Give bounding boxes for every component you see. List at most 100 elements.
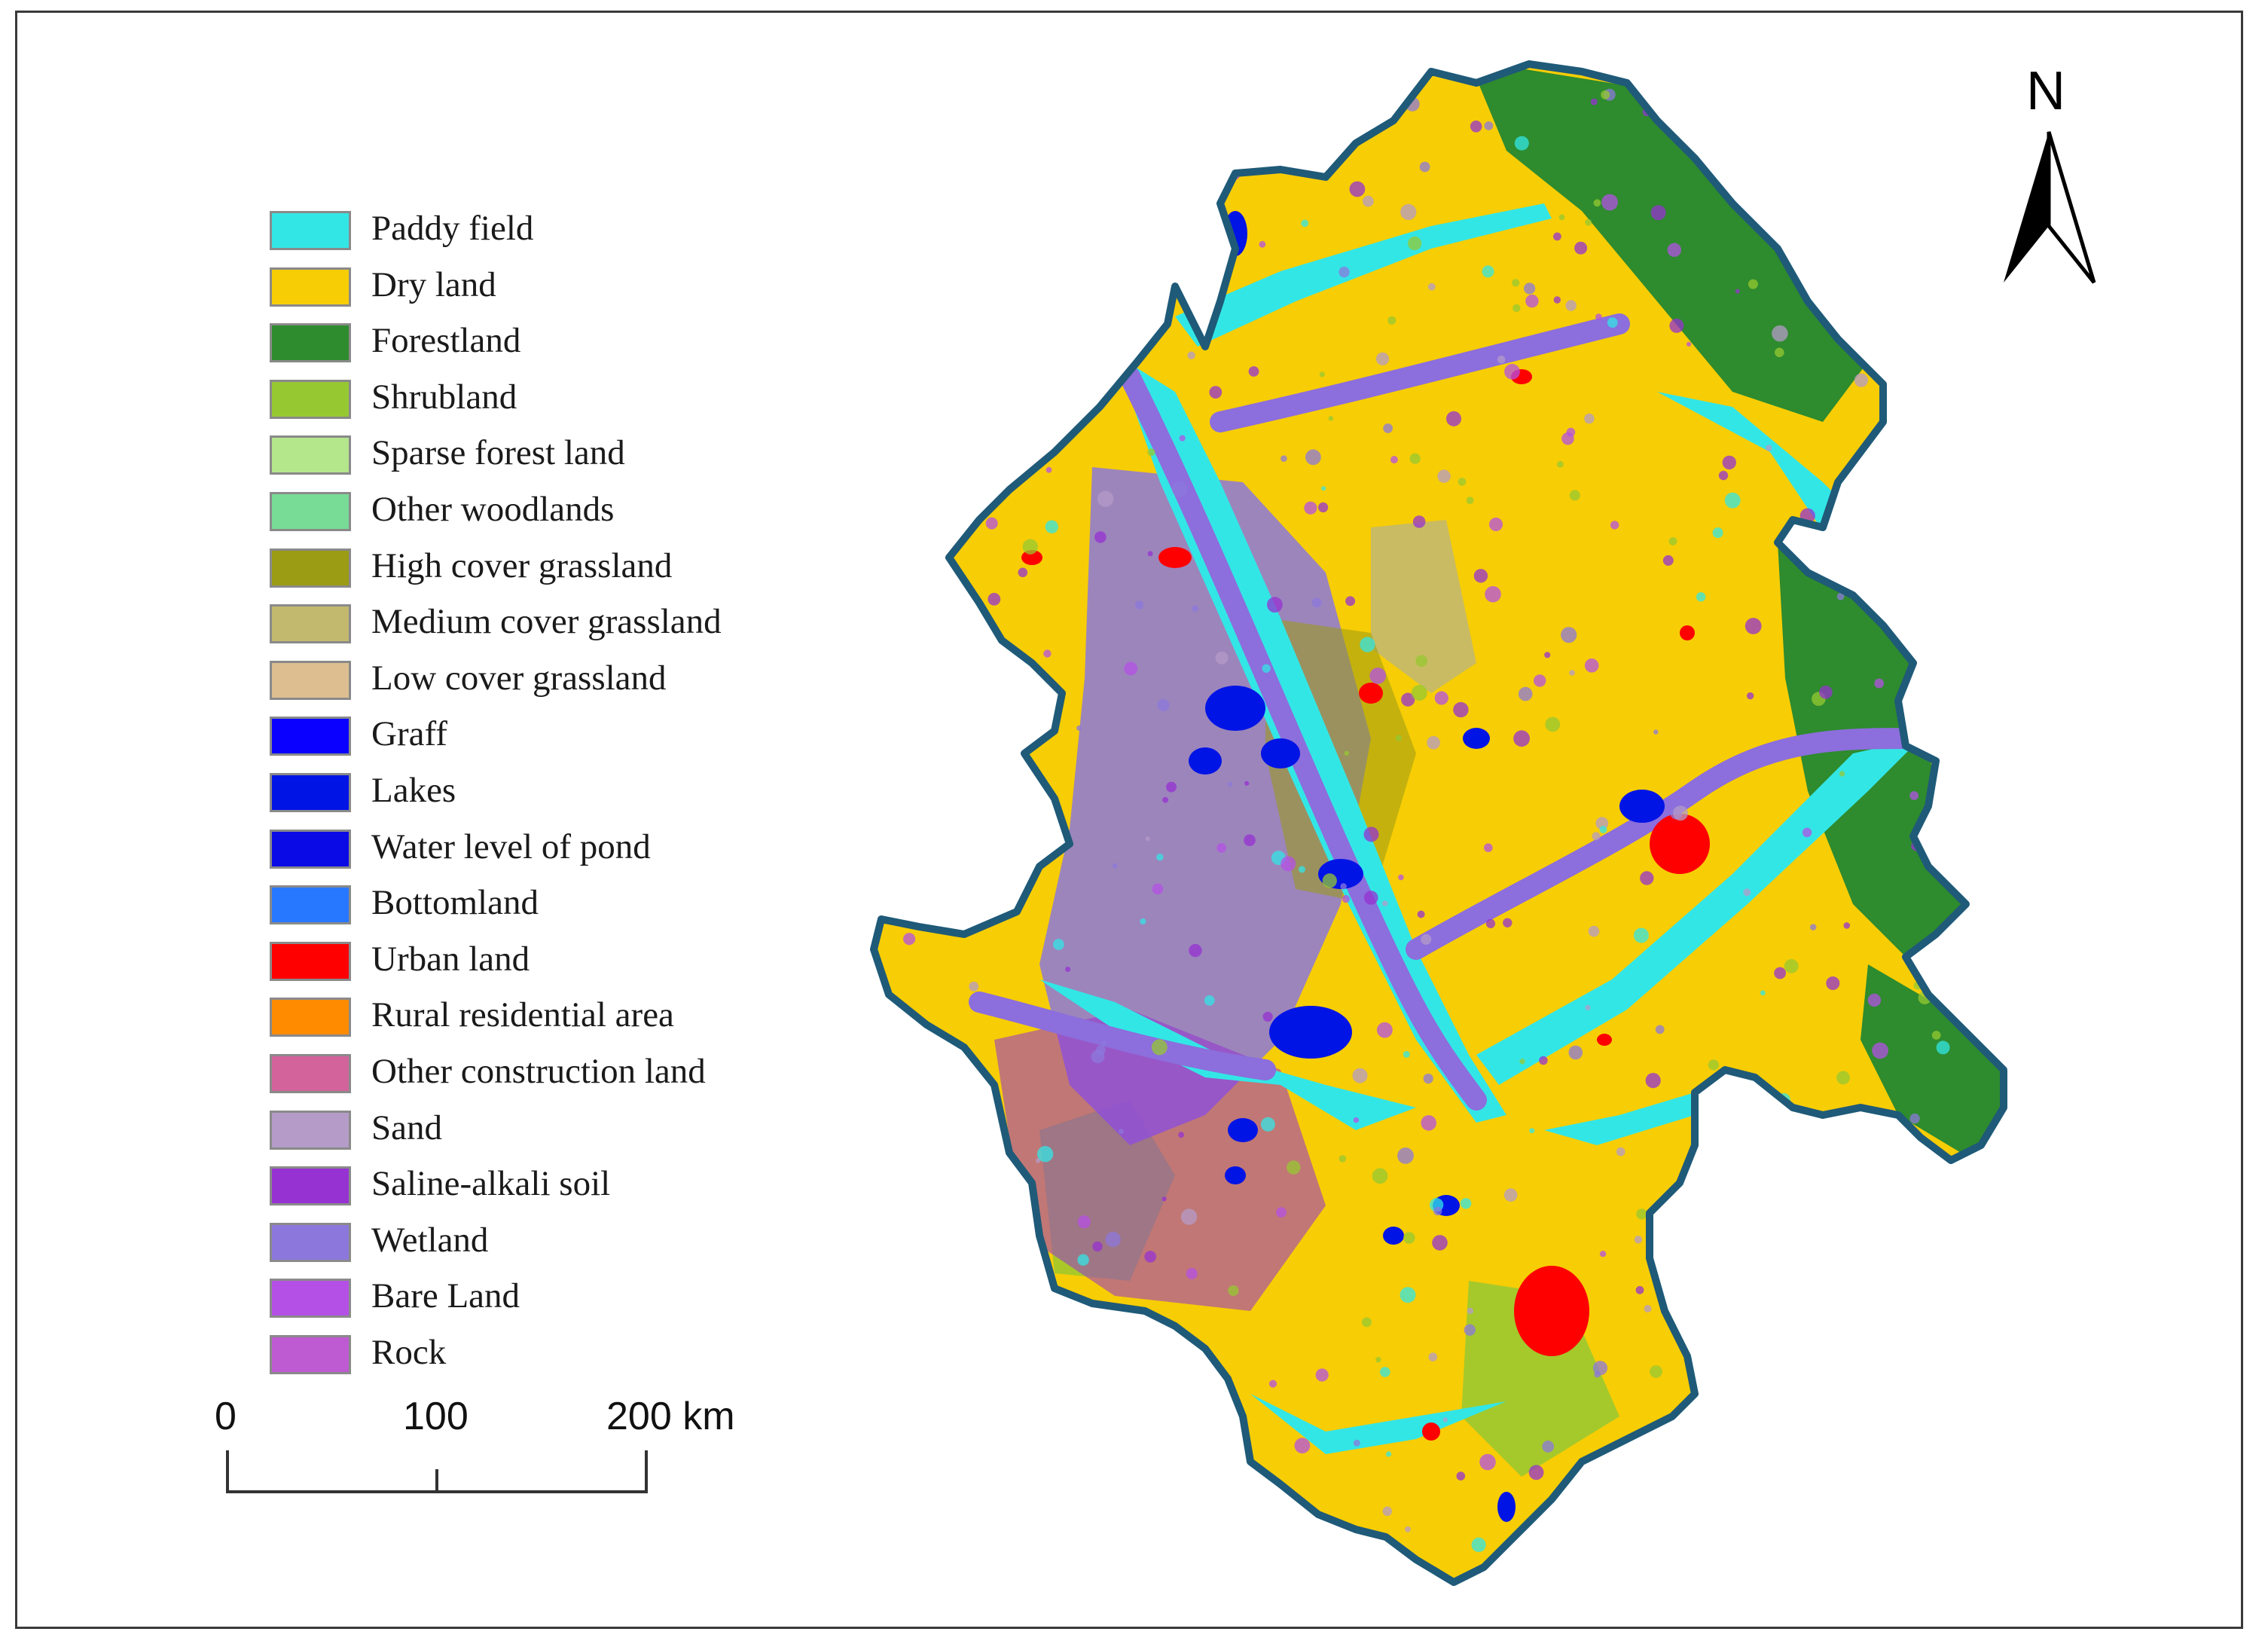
legend-swatch bbox=[270, 1335, 351, 1374]
land-use-patch bbox=[1178, 1132, 1184, 1138]
land-use-patch bbox=[1204, 995, 1215, 1006]
land-use-patch bbox=[903, 933, 916, 946]
land-use-patch bbox=[1070, 344, 1080, 353]
land-use-patch bbox=[1662, 555, 1674, 566]
land-use-patch bbox=[1569, 490, 1580, 501]
urban-land-feature bbox=[1021, 550, 1042, 565]
land-use-patch bbox=[1513, 730, 1530, 747]
land-use-patch bbox=[1386, 1451, 1392, 1457]
land-use-patch bbox=[1021, 410, 1030, 418]
land-use-patch bbox=[1497, 355, 1506, 364]
land-use-patch bbox=[1328, 416, 1334, 421]
saline-alkali-area bbox=[994, 1010, 1326, 1311]
land-use-patch bbox=[1156, 854, 1164, 861]
land-use-patch bbox=[1558, 1542, 1569, 1552]
land-use-patch bbox=[1687, 341, 1692, 347]
land-use-patch bbox=[942, 371, 948, 377]
land-use-patch bbox=[1667, 243, 1681, 257]
land-use-patch bbox=[1375, 1356, 1381, 1363]
urban-land-feature bbox=[1680, 625, 1695, 640]
land-use-patch bbox=[1260, 1117, 1275, 1132]
scale-bar bbox=[226, 1450, 648, 1493]
land-use-patch bbox=[1836, 592, 1845, 600]
legend-item: Bottomland bbox=[270, 883, 948, 930]
legend-label: Low cover grassland bbox=[371, 658, 667, 698]
land-use-patch bbox=[1152, 883, 1164, 895]
land-use-patch bbox=[969, 981, 979, 992]
land-use-patch bbox=[1144, 1251, 1156, 1263]
medium-grassland-area bbox=[1371, 520, 1476, 693]
land-use-patch bbox=[1315, 1368, 1329, 1382]
land-use-patch bbox=[1568, 1045, 1583, 1060]
land-use-patch bbox=[1735, 108, 1745, 119]
land-use-patch bbox=[1338, 100, 1353, 115]
legend-item: High cover grassland bbox=[270, 546, 948, 594]
legend-label: Lakes bbox=[371, 771, 456, 810]
land-use-patch bbox=[979, 1217, 985, 1224]
land-use-patch bbox=[1737, 1165, 1750, 1178]
land-use-patch bbox=[1363, 827, 1379, 842]
land-use-patch bbox=[1352, 1068, 1368, 1083]
land-use-patch bbox=[1305, 449, 1321, 466]
land-use-patch bbox=[1433, 1206, 1442, 1216]
lake-feature bbox=[1225, 1166, 1246, 1184]
land-use-patch bbox=[996, 1178, 1004, 1185]
land-use-patch bbox=[1553, 296, 1561, 304]
land-use-patch bbox=[1344, 750, 1350, 756]
land-use-patch bbox=[1775, 347, 1784, 358]
land-use-patch bbox=[1022, 539, 1039, 555]
forestland-area bbox=[1860, 964, 2004, 1160]
land-use-patch bbox=[908, 372, 914, 378]
land-use-patch bbox=[1635, 1285, 1644, 1294]
land-use-patch bbox=[1839, 771, 1845, 777]
land-use-patch bbox=[1673, 805, 1688, 821]
legend-swatch bbox=[270, 998, 351, 1037]
land-use-patch bbox=[1076, 725, 1082, 731]
land-use-patch bbox=[1189, 943, 1202, 958]
land-use-patch bbox=[1918, 1338, 1934, 1354]
land-use-patch bbox=[1186, 1267, 1198, 1279]
land-use-patch bbox=[1145, 836, 1150, 842]
lake-feature bbox=[1269, 1006, 1352, 1059]
land-use-patch bbox=[1874, 678, 1885, 689]
land-use-patch bbox=[1645, 1073, 1661, 1089]
land-use-patch bbox=[1636, 1209, 1647, 1220]
land-use-patch bbox=[1542, 1441, 1555, 1453]
land-use-patch bbox=[1601, 194, 1619, 211]
land-use-patch bbox=[973, 411, 984, 422]
land-use-patch bbox=[1655, 1025, 1665, 1034]
legend-label: Bottomland bbox=[371, 883, 539, 922]
river-line bbox=[1210, 313, 1630, 432]
legend-item: Low cover grassland bbox=[270, 658, 948, 706]
land-use-patch bbox=[1926, 506, 1933, 514]
land-use-patch bbox=[1177, 1467, 1183, 1474]
land-use-patch bbox=[1634, 1236, 1643, 1244]
land-use-patch bbox=[1079, 1535, 1088, 1542]
land-use-patch bbox=[1094, 531, 1107, 543]
land-use-patch bbox=[1360, 637, 1375, 652]
land-use-patch bbox=[1053, 939, 1064, 950]
land-use-patch bbox=[1584, 658, 1599, 673]
land-use-patch bbox=[1400, 203, 1417, 220]
paddy-field-area bbox=[1250, 1394, 1506, 1454]
land-use-patch bbox=[1815, 1384, 1826, 1395]
land-use-patch bbox=[1482, 265, 1494, 278]
land-use-patch bbox=[1760, 990, 1766, 996]
land-use-patch bbox=[1901, 89, 1910, 98]
land-use-patch bbox=[1485, 918, 1496, 928]
land-use-patch bbox=[1585, 218, 1592, 226]
land-use-patch bbox=[1095, 1342, 1107, 1353]
land-use-patch bbox=[1470, 121, 1482, 133]
land-use-patch bbox=[1092, 338, 1098, 344]
land-use-patch bbox=[1067, 1443, 1082, 1458]
legend-swatch bbox=[270, 661, 351, 700]
land-use-patch bbox=[1442, 1417, 1448, 1422]
legend-swatch bbox=[270, 830, 351, 869]
land-use-patch bbox=[1263, 109, 1279, 125]
land-use-patch bbox=[1503, 918, 1513, 928]
urban-land-feature bbox=[1597, 1034, 1612, 1046]
land-use-patch bbox=[1147, 448, 1155, 457]
land-use-patch bbox=[1909, 791, 1919, 800]
land-use-patch bbox=[987, 592, 1001, 606]
land-use-patch bbox=[1403, 1050, 1410, 1058]
